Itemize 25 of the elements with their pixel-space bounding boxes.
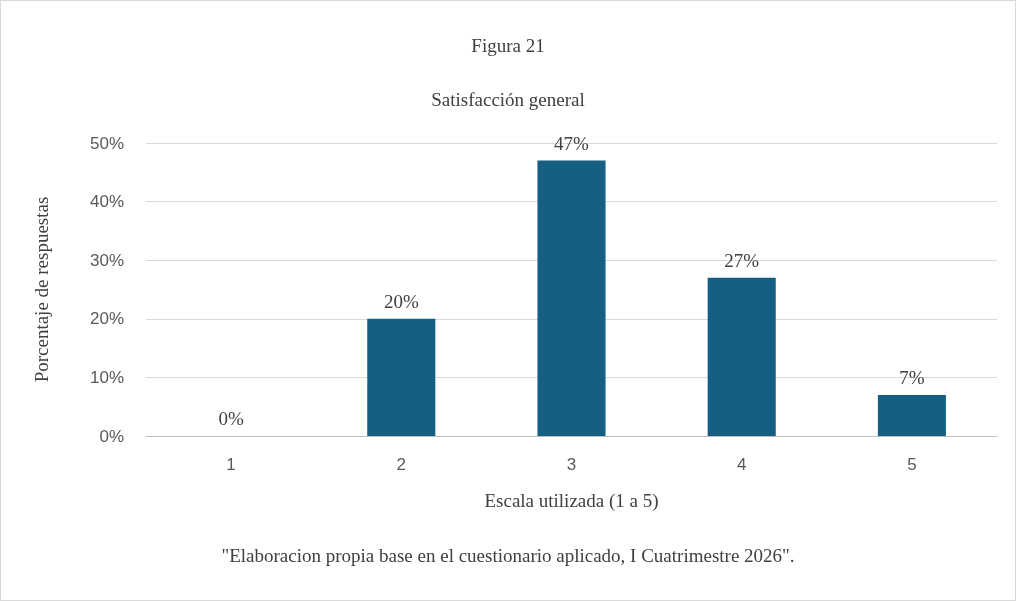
x-tick-label: 4	[736, 455, 747, 474]
y-tick-label: 50%	[89, 133, 124, 153]
y-tick-label: 40%	[89, 192, 124, 212]
y-axis-title: Porcentaje de respuestas	[31, 196, 52, 383]
bar	[537, 160, 606, 436]
text: "Elaboracion propia base en el cuestionario aplicado, I Cuatrimestre 2026".	[221, 545, 795, 566]
y-tick-label: 0%	[99, 426, 124, 446]
y-tick-label: 30%	[89, 250, 124, 270]
y-tick-label: 10%	[89, 367, 124, 387]
x-tick-label: 5	[907, 455, 917, 474]
chart-title: Figura 21	[471, 35, 545, 56]
data-label: 27%	[724, 249, 760, 271]
data-label: 47%	[554, 132, 590, 154]
data-label: 20%	[383, 290, 419, 312]
bar	[877, 394, 946, 436]
data-label: 0%	[218, 408, 244, 429]
x-tick-label: 3	[566, 455, 577, 474]
bar	[367, 318, 436, 436]
chart-subtitle: Satisfacción general	[431, 89, 585, 110]
x-axis-title: Escala utilizada (1 a 5)	[484, 490, 659, 512]
x-tick-label: 1	[226, 455, 236, 474]
y-tick-label: 20%	[89, 309, 124, 329]
bar	[707, 277, 776, 436]
x-tick-label: 2	[396, 455, 407, 474]
data-label: 7%	[899, 366, 925, 388]
